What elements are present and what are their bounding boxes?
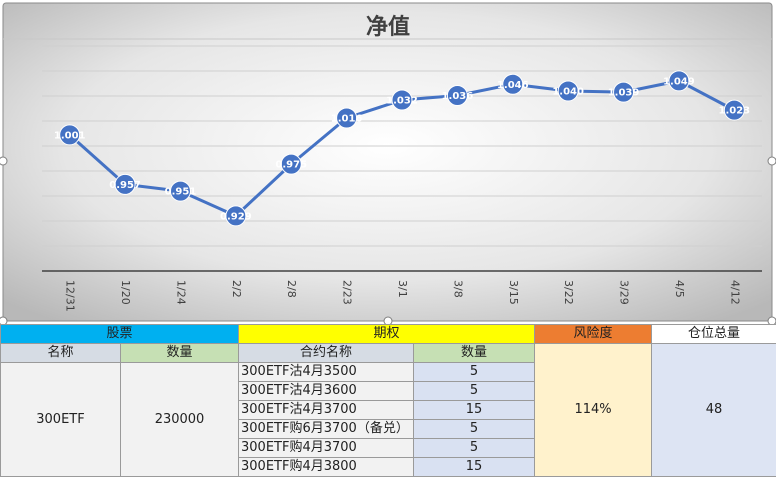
subheader-contract-name: 合约名称 — [238, 343, 415, 363]
data-point — [446, 85, 468, 106]
data-point — [557, 80, 579, 102]
stock-qty-cell: 230000 — [119, 362, 240, 477]
data-point — [502, 73, 524, 95]
header-stock: 股票 — [0, 324, 240, 344]
table-row: 300ETF沽4月3600 5 — [1, 381, 776, 401]
chart-title: 净值 — [366, 14, 410, 40]
x-tick-label: 2/2 — [230, 280, 243, 298]
data-label: 1.036 — [442, 91, 474, 102]
contract-qty-cell: 5 — [413, 362, 536, 382]
data-label: 1.039 — [608, 88, 640, 99]
selection-handles — [0, 156, 776, 324]
data-label: 1.023 — [718, 106, 750, 117]
data-point — [723, 99, 745, 121]
x-tick-label: 3/1 — [396, 280, 409, 298]
contract-name-cell: 300ETF购6月3700（备兑） — [238, 419, 415, 439]
contract-qty-cell: 5 — [413, 381, 536, 401]
contract-name-cell: 300ETF沽4月3600 — [238, 381, 415, 401]
position-value: 48 — [651, 343, 776, 477]
contract-name-cell: 300ETF购4月3800 — [238, 457, 415, 477]
data-label: 1.049 — [663, 76, 695, 87]
x-tick-label: 3/22 — [562, 280, 575, 305]
data-point — [225, 205, 247, 227]
handle-left[interactable] — [0, 156, 8, 166]
net-value-chart: 净值 1.001 0.957 0.951 0.929 0.975 1.016 1.032 1.… — [0, 2, 776, 324]
header-option: 期权 — [238, 324, 536, 344]
contract-name-cell: 300ETF购4月3700 — [238, 438, 415, 458]
data-point — [668, 70, 690, 92]
data-point — [391, 89, 413, 111]
series-markers — [59, 70, 745, 227]
data-label: 1.040 — [552, 87, 584, 98]
handle-right[interactable] — [767, 156, 776, 166]
stock-name-cell: 300ETF — [0, 362, 121, 477]
contract-qty-cell: 5 — [413, 438, 536, 458]
subheader-stock-name: 名称 — [0, 343, 121, 363]
chart-background — [2, 2, 773, 322]
x-tick-label: 2/23 — [341, 280, 354, 305]
contract-qty-cell: 15 — [413, 457, 536, 477]
data-point — [169, 180, 191, 202]
x-tick-labels: 12/31 1/20 1/24 2/2 2/8 2/23 3/1 3/8 3/15 3/22 3/2… — [64, 280, 742, 312]
subheader-row: 名称 数量 合约名称 数量 114% 48 — [0, 343, 776, 477]
data-point — [59, 124, 81, 146]
data-labels: 1.001 0.957 0.951 0.929 0.975 1.016 1.032 1.036… — [54, 76, 750, 222]
header-risk: 风险度 — [534, 324, 653, 344]
data-label: 0.975 — [275, 160, 307, 171]
header-position: 仓位总量 — [651, 324, 776, 344]
x-tick-label: 2/8 — [285, 280, 298, 298]
data-point — [114, 173, 136, 195]
x-tick-label: 3/15 — [507, 280, 520, 305]
x-tick-label: 4/5 — [673, 280, 686, 298]
subheader-stock-qty: 数量 — [119, 343, 240, 363]
data-point — [613, 81, 635, 103]
x-tick-label: 1/20 — [119, 280, 132, 305]
handle-bottom[interactable] — [383, 316, 393, 324]
table-row: 300ETF购6月3700（备兑） 5 — [1, 419, 776, 439]
x-tick-label: 1/24 — [174, 280, 187, 305]
data-label: 1.016 — [331, 114, 363, 125]
x-tick-label: 4/12 — [728, 280, 741, 305]
contract-qty-cell: 15 — [413, 400, 536, 420]
data-label: 0.957 — [109, 180, 141, 191]
contract-name-cell: 300ETF沽4月3700 — [238, 400, 415, 420]
data-label: 0.929 — [220, 211, 252, 222]
subheader-contract-qty: 数量 — [413, 343, 536, 363]
contract-qty-cell: 5 — [413, 419, 536, 439]
data-point — [336, 107, 358, 129]
data-point — [280, 153, 302, 175]
x-tick-label: 12/31 — [64, 280, 77, 312]
data-label: 0.951 — [165, 187, 197, 198]
contract-name-cell: 300ETF沽4月3500 — [238, 362, 415, 382]
handle-bottom-left[interactable] — [0, 316, 8, 324]
header-row: 股票 期权 风险度 仓位总量 — [0, 324, 776, 344]
risk-value: 114% — [534, 343, 653, 477]
data-label: 1.032 — [386, 96, 418, 107]
table-row: 300ETF购4月3800 15 — [1, 457, 776, 477]
handle-bottom-right[interactable] — [767, 316, 776, 324]
x-tick-label: 3/8 — [451, 280, 464, 298]
table-row: 300ETF沽4月3700 15 — [1, 400, 776, 420]
holdings-table: 股票 期权 风险度 仓位总量 名称 数量 合约名称 数量 114% 48 300… — [0, 324, 776, 477]
table-row: 300ETF 230000 300ETF沽4月3500 5 — [0, 362, 776, 477]
gridlines — [42, 45, 762, 247]
data-label: 1.046 — [497, 80, 529, 91]
x-tick-label: 3/29 — [618, 280, 631, 305]
data-label: 1.001 — [54, 130, 86, 141]
